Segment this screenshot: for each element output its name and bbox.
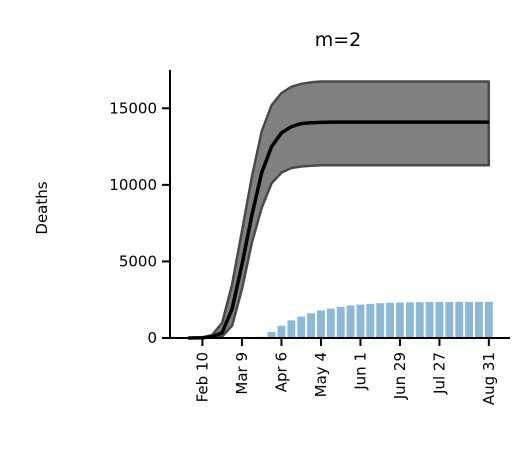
- bar: [455, 301, 464, 338]
- bar: [386, 302, 394, 338]
- y-axis-label: Deaths: [33, 181, 51, 234]
- bar: [317, 310, 325, 338]
- bar: [445, 301, 454, 338]
- x-tick-label: Jun 1: [352, 352, 370, 391]
- chart-title: m=2: [315, 29, 362, 51]
- plot-area: [187, 80, 493, 340]
- bar: [415, 302, 424, 338]
- x-tick-label: Aug 31: [480, 352, 498, 405]
- bar: [435, 301, 444, 338]
- x-tick-label: Feb 10: [193, 352, 211, 402]
- x-tick-label: Jun 29: [391, 352, 409, 400]
- axes: 0 5000 10000 15000 Feb 10 Mar 9 Apr 6 May 4 Jun …: [109, 70, 510, 405]
- bar: [297, 316, 306, 338]
- bar: [267, 331, 276, 338]
- y-tick-label: 10000: [109, 176, 157, 194]
- bar: [405, 302, 414, 338]
- bar: [366, 303, 375, 338]
- bar: [425, 302, 434, 338]
- x-tick-label: Mar 9: [233, 352, 251, 395]
- bar: [326, 308, 335, 338]
- bar: [475, 301, 483, 338]
- y-tick-label: 5000: [119, 252, 157, 270]
- bar: [465, 301, 473, 338]
- bar: [484, 301, 493, 338]
- y-tick-label: 15000: [109, 99, 157, 117]
- bar: [396, 302, 404, 338]
- median-line: [188, 120, 489, 340]
- bar: [336, 306, 345, 338]
- x-tick-label: Apr 6: [273, 352, 291, 392]
- bar: [346, 305, 355, 338]
- x-tick-label: May 4: [312, 352, 330, 397]
- bar: [307, 313, 315, 338]
- bar: [356, 304, 365, 338]
- y-tick-label: 0: [147, 329, 157, 347]
- bar: [376, 303, 385, 338]
- bar: [277, 325, 286, 338]
- bar: [287, 320, 296, 338]
- x-tick-label: Jul 27: [431, 352, 449, 395]
